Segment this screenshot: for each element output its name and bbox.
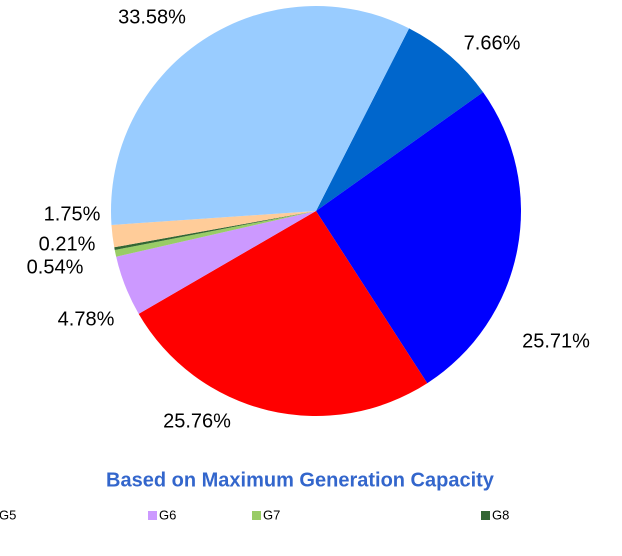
slice-label: 0.21% <box>39 233 96 255</box>
slice-label: 33.58% <box>118 6 186 28</box>
pie-slice <box>114 211 316 257</box>
slice-label: 4.78% <box>58 308 115 330</box>
pie-slice <box>110 5 410 225</box>
legend-marker <box>252 511 261 520</box>
legend-label: G7 <box>263 507 280 522</box>
legend-marker <box>481 511 490 520</box>
chart-title: Based on Maximum Generation Capacity <box>106 469 495 491</box>
legend-label: G8 <box>492 507 509 522</box>
pie-slice <box>114 211 316 250</box>
slice-label: 0.54% <box>27 256 84 278</box>
slice-label: 7.66% <box>464 32 521 54</box>
legend-label: G6 <box>159 507 176 522</box>
pie-slice <box>316 28 484 212</box>
slice-label: 1.75% <box>44 203 101 225</box>
legend-marker <box>148 511 157 520</box>
pie-slice <box>116 211 316 314</box>
pie-slice <box>138 211 428 417</box>
slice-label: 25.71% <box>522 330 590 352</box>
legend-label: G5 <box>0 507 16 522</box>
slice-label: 25.76% <box>163 410 231 432</box>
pie-slice <box>316 92 521 384</box>
pie-slice <box>111 211 316 248</box>
